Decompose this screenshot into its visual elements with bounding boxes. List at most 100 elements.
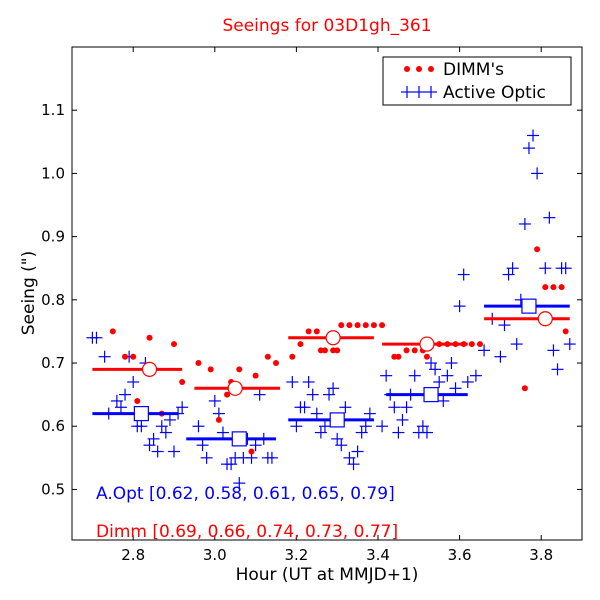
aopt-point (343, 451, 356, 464)
dimm-point (354, 322, 361, 329)
dimm-point (521, 385, 528, 392)
legend-dimm-marker (404, 66, 434, 72)
dimm-point (264, 353, 271, 360)
aopt-point (347, 458, 360, 471)
aopt-bin-median-marker (231, 431, 247, 447)
chart-title: Seeings for 03D1gh_361 (222, 16, 431, 36)
aopt-point (331, 432, 344, 445)
dimm-point (370, 322, 377, 329)
aopt-point (433, 375, 446, 388)
dimm-point (289, 353, 296, 360)
dimm-point (179, 378, 186, 385)
aopt-point (147, 432, 160, 445)
aopt-point (208, 394, 221, 407)
aopt-point (265, 451, 278, 464)
aopt-point (127, 375, 140, 388)
aopt-point (135, 420, 148, 433)
y-tick-label: 0.7 (41, 354, 65, 372)
dimm-point (207, 366, 214, 373)
aopt-point (306, 388, 319, 401)
aopt-point (502, 268, 515, 281)
y-tick-label: 0.6 (41, 417, 65, 435)
aopt-point (469, 369, 482, 382)
dimm-point (236, 366, 243, 373)
y-axis-label: Seeing (") (19, 251, 39, 336)
y-tick-label: 1.1 (41, 101, 65, 119)
dimm-point (252, 372, 259, 379)
aopt-point (286, 375, 299, 388)
aopt-point (98, 350, 111, 363)
aopt-point (539, 262, 552, 275)
dimm-point (130, 353, 137, 360)
x-axis-label: Hour (UT at MMJD+1) (236, 565, 419, 585)
aopt-point (396, 413, 409, 426)
aopt-point (527, 129, 540, 142)
dimm-point (195, 360, 202, 367)
aopt-point (359, 420, 372, 433)
plot-marks (86, 129, 576, 490)
aopt-point (559, 262, 572, 275)
aopt-point (225, 458, 238, 471)
dimm-point (542, 284, 549, 291)
dimm-bin-median-marker (227, 380, 243, 396)
dimm-point (411, 347, 418, 354)
legend-dimm-dot (416, 66, 422, 72)
aopt-point (425, 357, 438, 370)
dimm-bin-median-marker (141, 361, 158, 377)
x-tick-label: 2.8 (121, 546, 145, 564)
dimm-bin-median-marker (537, 311, 553, 327)
legend-aopt-plus (401, 86, 413, 98)
aopt-point (363, 407, 376, 420)
dimm-point (334, 347, 341, 354)
dimm-bin-median-marker (419, 336, 435, 352)
axis-ticks: 2.8 3.0 3.2 3.4 3.6 3.8 0.5 0.6 0.7 0.8 0.9 1.0 1.1 (41, 47, 582, 564)
aopt-point (453, 300, 466, 313)
dimm-point (346, 322, 353, 329)
dimm-point (122, 353, 129, 360)
aopt-point (196, 439, 209, 452)
x-tick-label: 3.0 (203, 546, 227, 564)
dimm-point (562, 328, 569, 335)
dimm-point (550, 284, 557, 291)
dimm-point (403, 347, 410, 354)
aopt-point (494, 350, 507, 363)
legend-aopt-plus (425, 86, 437, 98)
dimm-point (305, 328, 312, 335)
dimm-point (215, 416, 222, 423)
aopt-point (302, 375, 315, 388)
dimm-point (224, 391, 231, 398)
aopt-point (449, 382, 462, 395)
dimm-point (534, 246, 541, 253)
legend-aopt-marker (401, 86, 437, 98)
dimm-point (109, 328, 116, 335)
aopt-point (400, 401, 413, 414)
legend-box (382, 56, 572, 106)
aopt-point (310, 407, 323, 420)
aopt-point (498, 319, 511, 332)
x-tick-label: 3.2 (284, 546, 308, 564)
aopt-point (445, 357, 458, 370)
aopt-point (253, 388, 266, 401)
dimm-point (297, 341, 304, 348)
dimm-point (423, 353, 430, 360)
y-tick-label: 0.9 (41, 228, 65, 246)
aopt-point (163, 413, 176, 426)
dimm-point (313, 328, 320, 335)
aopt-point (318, 420, 331, 433)
y-tick-label: 1.0 (41, 164, 65, 182)
aopt-point (192, 420, 205, 433)
aopt-point (543, 211, 556, 224)
legend: DIMM's Active Optic (382, 56, 572, 106)
aopt-point (478, 344, 491, 357)
aopt-bin-median-marker (521, 298, 537, 314)
aopt-point (506, 262, 519, 275)
aopt-point (200, 451, 213, 464)
dimm-point (362, 322, 369, 329)
dimm-point (273, 360, 279, 367)
aopt-point (155, 420, 168, 433)
aopt-point (110, 394, 123, 407)
dimm-point (477, 341, 483, 348)
aopt-point (551, 363, 564, 376)
legend-aopt-plus (413, 86, 425, 98)
